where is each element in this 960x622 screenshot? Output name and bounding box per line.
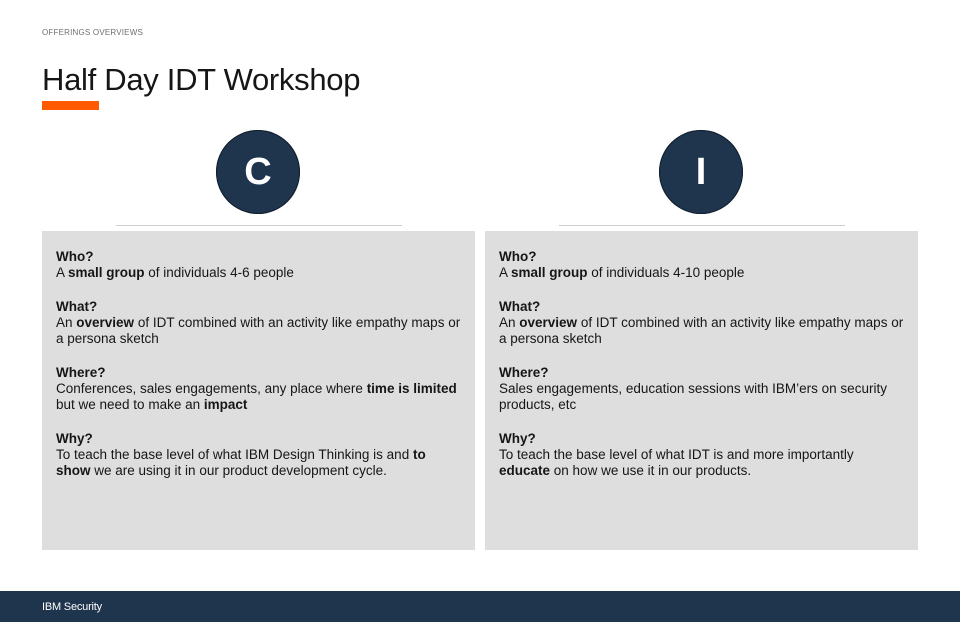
- info-heading: Why?: [56, 430, 93, 446]
- section-eyebrow: OFFERINGS OVERVIEWS: [42, 28, 143, 37]
- info-text: An overview of IDT combined with an acti…: [499, 315, 904, 348]
- info-text-emphasis: impact: [203, 397, 248, 412]
- title-accent-bar: [42, 101, 99, 110]
- info-text: To teach the base level of what IDT is a…: [499, 447, 904, 480]
- info-block: Why? To teach the base level of what IBM …: [56, 431, 461, 480]
- info-heading: Why?: [499, 430, 536, 446]
- info-block: Where? Sales engagements, education sessi…: [499, 365, 904, 414]
- info-text-segment: of IDT combined with an activity like em…: [499, 314, 904, 347]
- page-title: Half Day IDT Workshop: [42, 62, 361, 97]
- info-text: A small group of individuals 4-10 people: [499, 265, 904, 282]
- details-panel-c: Who? A small group of individuals 4-6 peo…: [42, 231, 475, 550]
- info-text: Conferences, sales engagements, any plac…: [56, 381, 461, 414]
- info-heading: Who?: [56, 249, 94, 264]
- info-text-segment: but we need to make an: [56, 397, 204, 412]
- info-text: To teach the base level of what IBM Desi…: [56, 447, 461, 480]
- info-text: An overview of IDT combined with an acti…: [56, 315, 461, 348]
- info-heading: Who?: [499, 249, 537, 264]
- footer-bar: IBM Security: [0, 591, 960, 622]
- info-text-segment: on how we use it in our products.: [550, 463, 752, 478]
- info-text-emphasis: small group: [511, 265, 588, 280]
- info-text-segment: Conferences, sales engagements, any plac…: [56, 380, 367, 396]
- info-text-emphasis: to show: [56, 446, 426, 479]
- info-block: Who? A small group of individuals 4-6 peo…: [56, 249, 461, 282]
- info-text-segment: A: [56, 265, 69, 280]
- column-divider: [559, 225, 845, 226]
- info-text-emphasis: time is limited: [366, 380, 457, 396]
- info-text-segment: To teach the base level of what IDT is a…: [499, 446, 854, 462]
- info-text-emphasis: educate: [499, 463, 551, 478]
- info-text-segment: of individuals 4-10 people: [587, 265, 745, 280]
- letter-badge-c: C: [216, 130, 300, 214]
- info-heading: What?: [56, 298, 98, 314]
- footer-brand: IBM Security: [42, 601, 102, 613]
- info-text-segment: we are using it in our product developme…: [90, 463, 387, 478]
- info-heading: What?: [499, 298, 541, 314]
- info-text-segment: Sales engagements, education sessions wi…: [499, 380, 887, 413]
- info-text-emphasis: overview: [76, 314, 135, 330]
- info-text-emphasis: overview: [519, 314, 578, 330]
- info-text-segment: An: [499, 314, 520, 330]
- info-heading: Where?: [56, 364, 106, 380]
- details-panel-i: Who? A small group of individuals 4-10 pe…: [485, 231, 918, 550]
- info-block: What? An overview of IDT combined with an…: [499, 299, 904, 348]
- info-text-emphasis: small group: [68, 265, 145, 280]
- column-divider: [116, 225, 402, 226]
- info-block: Why? To teach the base level of what IDT …: [499, 431, 904, 480]
- info-block: Who? A small group of individuals 4-10 pe…: [499, 249, 904, 282]
- info-block: Where? Conferences, sales engagements, an…: [56, 365, 461, 414]
- info-text-segment: of IDT combined with an activity like em…: [56, 314, 461, 347]
- info-text: Sales engagements, education sessions wi…: [499, 381, 904, 414]
- info-text: A small group of individuals 4-6 people: [56, 265, 461, 282]
- info-heading: Where?: [499, 364, 549, 380]
- info-text-segment: A: [499, 265, 512, 280]
- info-text-segment: of individuals 4-6 people: [144, 265, 294, 280]
- letter-badge-i: I: [659, 130, 743, 214]
- info-text-segment: An: [56, 314, 77, 330]
- info-block: What? An overview of IDT combined with an…: [56, 299, 461, 348]
- info-text-segment: To teach the base level of what IBM Desi…: [56, 446, 413, 462]
